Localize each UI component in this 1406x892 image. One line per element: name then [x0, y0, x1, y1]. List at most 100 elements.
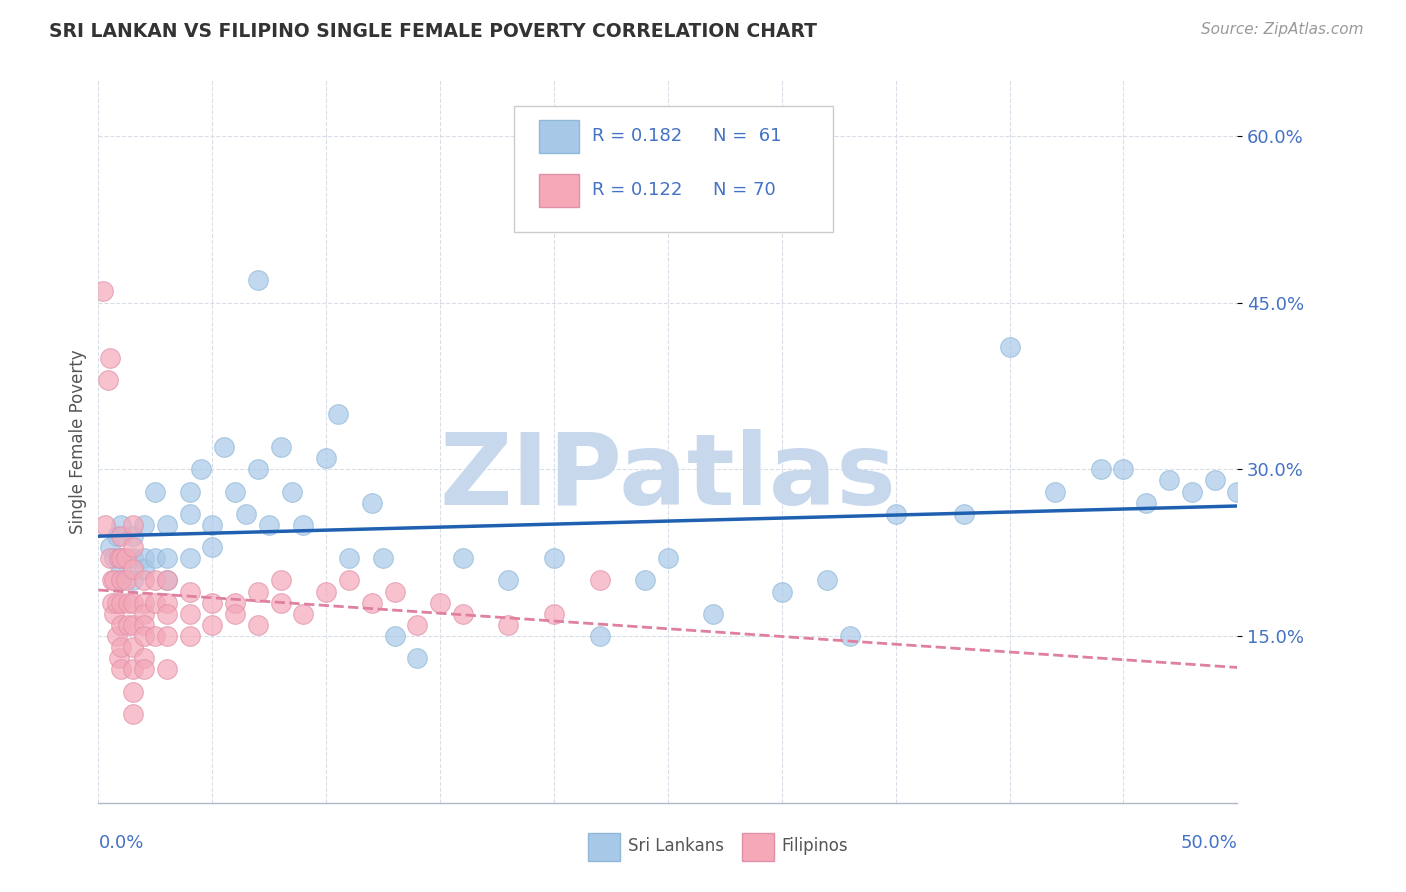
Point	[235, 507, 257, 521]
Point	[117, 618, 139, 632]
Point	[145, 596, 167, 610]
Point	[1135, 496, 1157, 510]
Point	[406, 618, 429, 632]
Point	[132, 629, 155, 643]
Point	[132, 596, 155, 610]
Point	[117, 596, 139, 610]
Point	[179, 551, 201, 566]
Point	[246, 618, 269, 632]
Point	[121, 540, 143, 554]
Text: 50.0%: 50.0%	[1181, 833, 1237, 852]
Point	[108, 551, 131, 566]
Point	[132, 574, 155, 588]
Point	[121, 551, 143, 566]
Point	[201, 596, 224, 610]
Point	[224, 484, 246, 499]
Point	[121, 517, 143, 532]
Point	[105, 596, 128, 610]
Point	[156, 607, 179, 621]
Point	[110, 640, 132, 655]
Text: SRI LANKAN VS FILIPINO SINGLE FEMALE POVERTY CORRELATION CHART: SRI LANKAN VS FILIPINO SINGLE FEMALE POV…	[49, 22, 817, 41]
Point	[132, 607, 155, 621]
Point	[94, 517, 117, 532]
Point	[156, 574, 179, 588]
Point	[132, 618, 155, 632]
Point	[121, 618, 143, 632]
Point	[98, 540, 121, 554]
Point	[201, 517, 224, 532]
Point	[105, 529, 128, 543]
Point	[156, 551, 179, 566]
Point	[110, 562, 132, 576]
Point	[1226, 484, 1249, 499]
Point	[110, 596, 132, 610]
FancyBboxPatch shape	[515, 105, 832, 232]
Point	[246, 462, 269, 476]
Point	[1090, 462, 1112, 476]
Text: N = 70: N = 70	[713, 181, 776, 199]
Point	[121, 596, 143, 610]
Point	[110, 551, 132, 566]
Point	[839, 629, 862, 643]
Point	[815, 574, 838, 588]
Point	[156, 517, 179, 532]
Point	[292, 517, 315, 532]
Point	[1112, 462, 1135, 476]
Point	[132, 562, 155, 576]
Point	[998, 340, 1021, 354]
Point	[145, 629, 167, 643]
Point	[179, 484, 201, 499]
Point	[110, 517, 132, 532]
Point	[498, 574, 520, 588]
Point	[132, 517, 155, 532]
Point	[121, 662, 143, 676]
Point	[657, 551, 679, 566]
Point	[121, 529, 143, 543]
Point	[953, 507, 976, 521]
Point	[224, 607, 246, 621]
Point	[201, 618, 224, 632]
Point	[315, 584, 337, 599]
Point	[96, 373, 118, 387]
Point	[110, 574, 132, 588]
FancyBboxPatch shape	[538, 174, 579, 207]
Point	[588, 629, 610, 643]
Point	[101, 596, 124, 610]
Point	[212, 440, 235, 454]
Point	[156, 574, 179, 588]
Point	[259, 517, 281, 532]
Point	[702, 607, 724, 621]
Point	[315, 451, 337, 466]
Point	[270, 596, 292, 610]
Point	[281, 484, 304, 499]
Point	[429, 596, 451, 610]
FancyBboxPatch shape	[538, 120, 579, 153]
Point	[156, 596, 179, 610]
Point	[201, 540, 224, 554]
Point	[1043, 484, 1066, 499]
Point	[156, 662, 179, 676]
Point	[156, 629, 179, 643]
Point	[103, 551, 125, 566]
Point	[406, 651, 429, 665]
Point	[114, 574, 136, 588]
Point	[121, 574, 143, 588]
Point	[110, 574, 132, 588]
Point	[246, 273, 269, 287]
Point	[98, 351, 121, 366]
Point	[179, 584, 201, 599]
Text: N =  61: N = 61	[713, 127, 782, 145]
Point	[543, 607, 565, 621]
Point	[190, 462, 212, 476]
Point	[337, 551, 360, 566]
Point	[110, 618, 132, 632]
Point	[121, 562, 143, 576]
Text: ZIPatlas: ZIPatlas	[440, 429, 896, 526]
Point	[326, 407, 349, 421]
Point	[179, 507, 201, 521]
Point	[121, 706, 143, 721]
Point	[105, 629, 128, 643]
Point	[110, 551, 132, 566]
FancyBboxPatch shape	[742, 833, 773, 861]
Point	[101, 574, 124, 588]
